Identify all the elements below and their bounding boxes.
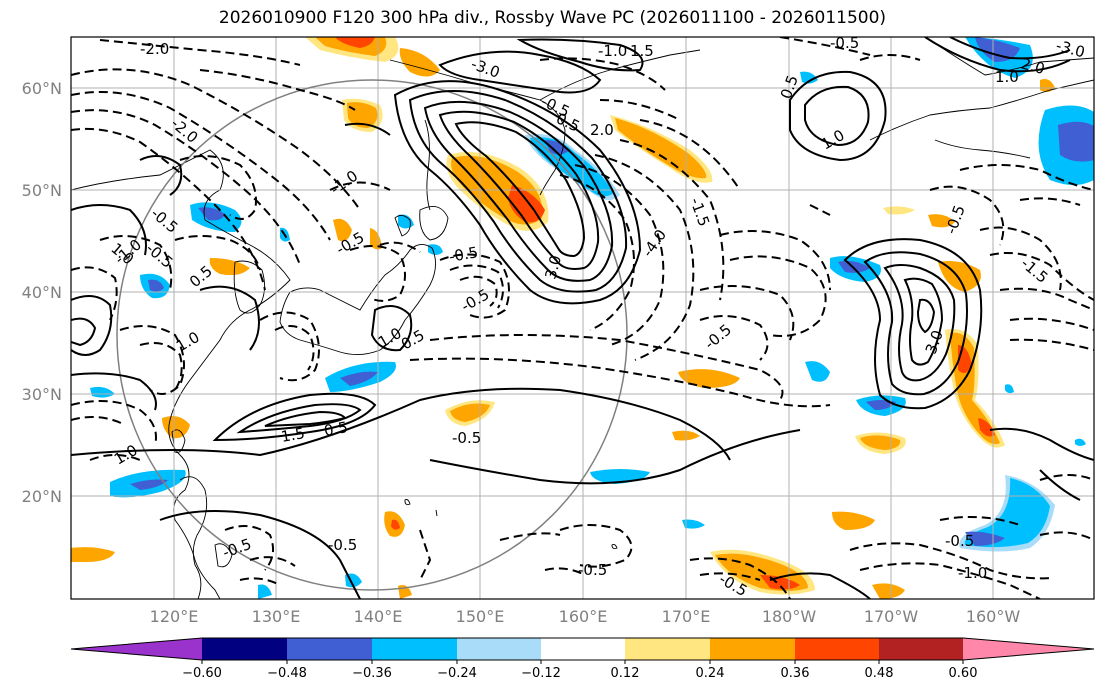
contour-label: 1.5 [280, 424, 307, 446]
contour-label: 0.5 [323, 418, 350, 440]
contour-label: -0.5 [452, 429, 481, 447]
lat-label: 40°N [22, 283, 62, 302]
lat-label: 20°N [22, 487, 62, 506]
range-circle [116, 79, 628, 591]
contour-label: -0.5 [448, 243, 480, 266]
colorbar-tick-label: 0.36 [781, 666, 810, 681]
lon-label: 180°W [762, 607, 817, 626]
figure-title: 2026010900 F120 300 hPa div., Rossby Wav… [218, 8, 887, 28]
colorbar-extend-low [71, 638, 202, 660]
contour-label: 2.0 [590, 121, 614, 139]
colorbar: −0.60 −0.48 −0.36 −0.24 −0.12 0.12 0.24 … [70, 637, 1095, 681]
contour-label: -0.5 [578, 561, 607, 579]
lat-label: 60°N [22, 79, 62, 98]
colorbar-tick-label: 0.24 [696, 666, 725, 681]
lat-label: 50°N [22, 181, 62, 200]
colorbar-segment [795, 638, 879, 660]
positive-contours [71, 37, 1094, 599]
colorbar-tick-label: −0.24 [437, 666, 477, 681]
map-frame [70, 36, 1095, 600]
longitude-labels: 120°E 130°E 140°E 150°E 160°E 170°E 180°… [150, 607, 1021, 626]
colorbar-segment [625, 638, 710, 660]
contour-label: 1.0 [995, 68, 1019, 86]
contour-label: -0.5 [328, 536, 357, 554]
colorbar-segment [541, 638, 625, 660]
lat-label: 30°N [22, 385, 62, 404]
lon-label: 170°E [662, 607, 711, 626]
contour-label: 2.0 [1019, 54, 1047, 78]
colorbar-segment [287, 638, 372, 660]
lon-label: 120°E [150, 607, 199, 626]
contour-label: 3.0 [541, 253, 565, 281]
contour-label: -1.0 [598, 42, 627, 60]
lon-label: 160°W [966, 607, 1021, 626]
colorbar-segment [710, 638, 795, 660]
contour-label: -2.0 [140, 40, 169, 58]
colorbar-segment [457, 638, 541, 660]
colorbar-tick-label: −0.48 [267, 666, 307, 681]
colorbar-segment [879, 638, 963, 660]
colorbar-tick-label: 0.12 [611, 666, 640, 681]
colorbar-tick-label: −0.12 [521, 666, 561, 681]
contour-label: -0.5 [830, 34, 859, 52]
negative-contours [71, 37, 1094, 599]
latitude-labels: 60°N 50°N 40°N 30°N 20°N [22, 79, 62, 506]
colorbar-tick-label: −0.60 [182, 666, 222, 681]
colorbar-segment [202, 638, 287, 660]
contour-label: -0.5 [945, 532, 974, 550]
lon-label: 170°W [864, 607, 919, 626]
lon-label: 140°E [354, 607, 403, 626]
colorbar-tick-label: 0.60 [949, 666, 978, 681]
colorbar-segment [372, 638, 457, 660]
colorbar-extend-high [963, 638, 1094, 660]
lon-label: 160°E [559, 607, 608, 626]
contour-label: -1.0 [958, 564, 987, 582]
lon-label: 150°E [456, 607, 505, 626]
lon-label: 130°E [252, 607, 301, 626]
colorbar-tick-label: −0.36 [352, 666, 392, 681]
colorbar-tick-label: 0.48 [865, 666, 894, 681]
contour-label: 1.5 [630, 42, 654, 60]
